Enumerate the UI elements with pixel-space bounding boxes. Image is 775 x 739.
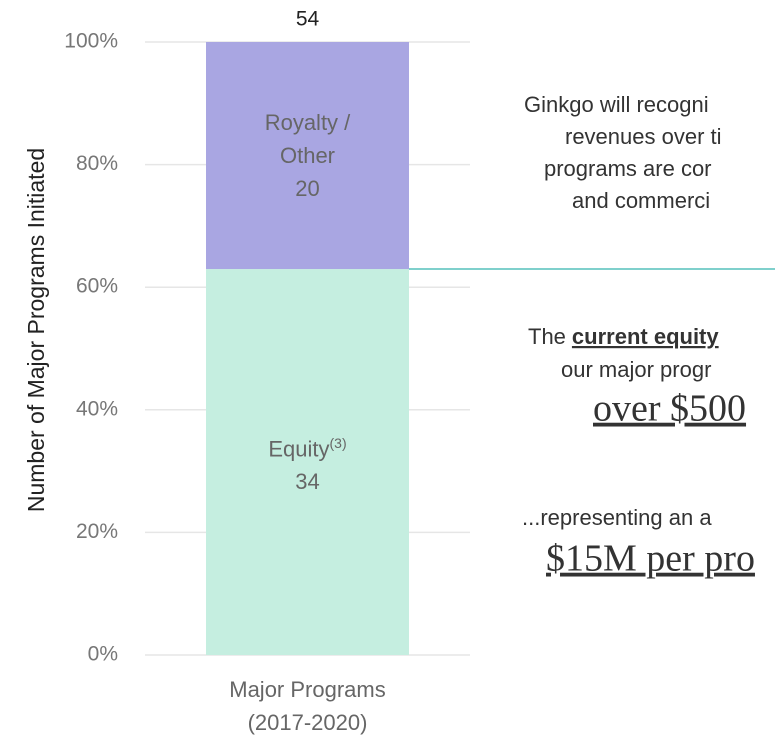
annotation-text: The bbox=[528, 324, 566, 349]
annotation: our major progr bbox=[561, 357, 711, 382]
y-axis-title: Number of Major Programs Initiated bbox=[23, 148, 49, 512]
annotations: Ginkgo will recogni revenues over ti pro… bbox=[522, 92, 755, 580]
annotation: and commerci bbox=[572, 188, 710, 213]
y-tick-label: 60% bbox=[76, 275, 118, 298]
bar-segment bbox=[206, 42, 409, 270]
total-label: 54 bbox=[296, 8, 320, 31]
y-tick-label: 80% bbox=[76, 152, 118, 175]
annotation-emphasis: current equity bbox=[572, 324, 719, 349]
series-note: (3) bbox=[329, 434, 347, 451]
x-tick-label: Major Programs (2017-2020) bbox=[229, 677, 386, 735]
y-tick-label: 100% bbox=[64, 30, 118, 53]
bar-segment bbox=[206, 269, 409, 655]
y-tick-label: 20% bbox=[76, 520, 118, 543]
series-name: Royalty / Other bbox=[264, 110, 351, 169]
value-label: 34 bbox=[295, 468, 320, 494]
segment-label: Equity(3) 34 bbox=[236, 427, 379, 498]
annotation-highlight: over $500 bbox=[593, 388, 746, 430]
annotation: Ginkgo will recogni bbox=[524, 92, 709, 117]
segment-label: Royalty / Other 20 bbox=[236, 106, 379, 205]
y-tick-label: 0% bbox=[88, 643, 118, 666]
value-label: 20 bbox=[295, 176, 320, 202]
y-tick-label: 40% bbox=[76, 397, 118, 420]
annotation: The current equity bbox=[528, 324, 719, 349]
annotation: programs are cor bbox=[544, 156, 712, 181]
annotation-highlight: $15M per pro bbox=[546, 538, 755, 580]
series-name: Equity bbox=[268, 435, 330, 461]
annotation: ...representing an a bbox=[522, 505, 712, 530]
annotation: revenues over ti bbox=[565, 124, 722, 149]
